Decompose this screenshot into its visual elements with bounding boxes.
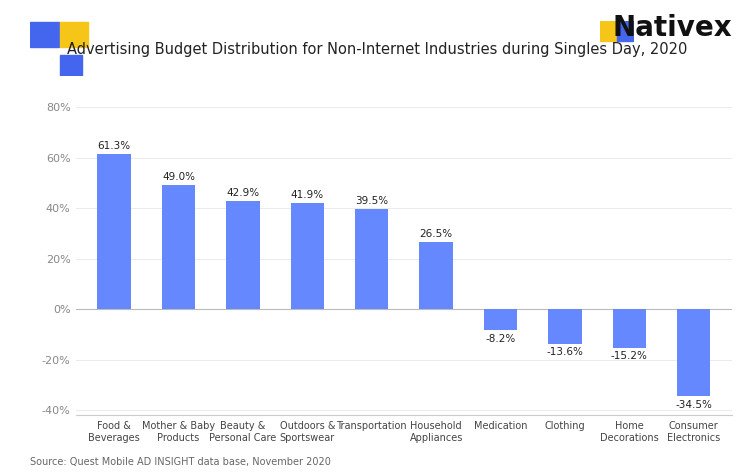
Text: -8.2%: -8.2% <box>485 334 516 344</box>
Text: 41.9%: 41.9% <box>291 190 324 200</box>
Bar <box>600 21 615 41</box>
Text: 26.5%: 26.5% <box>420 229 453 239</box>
Text: 61.3%: 61.3% <box>97 141 131 151</box>
Bar <box>60 55 82 76</box>
Text: -15.2%: -15.2% <box>611 352 648 362</box>
Bar <box>612 309 646 348</box>
Bar <box>291 203 324 309</box>
Text: 49.0%: 49.0% <box>162 172 195 182</box>
Bar <box>355 210 389 309</box>
Bar <box>97 154 131 309</box>
Bar <box>30 22 59 47</box>
Bar <box>162 185 196 309</box>
Bar <box>677 309 710 396</box>
Bar <box>60 22 88 47</box>
Bar <box>484 309 517 330</box>
Bar <box>226 201 260 309</box>
Text: Source: Quest Mobile AD INSIGHT data base, November 2020: Source: Quest Mobile AD INSIGHT data bas… <box>30 457 331 467</box>
Bar <box>419 242 453 309</box>
Text: Advertising Budget Distribution for Non-Internet Industries during Singles Day, : Advertising Budget Distribution for Non-… <box>67 42 688 57</box>
Text: 42.9%: 42.9% <box>226 188 260 198</box>
Text: -34.5%: -34.5% <box>675 400 712 410</box>
Text: 39.5%: 39.5% <box>355 196 388 206</box>
Text: Nativex: Nativex <box>613 14 732 42</box>
Bar <box>548 309 581 344</box>
Text: -13.6%: -13.6% <box>547 347 584 357</box>
Bar <box>618 21 633 41</box>
